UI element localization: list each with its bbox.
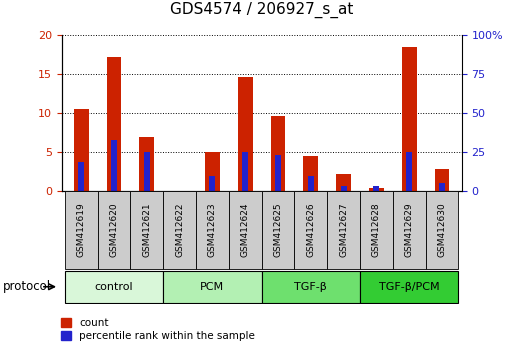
- Bar: [308, 176, 314, 191]
- FancyBboxPatch shape: [262, 191, 294, 269]
- Bar: [144, 152, 150, 191]
- FancyBboxPatch shape: [97, 191, 130, 269]
- Text: GSM412626: GSM412626: [306, 203, 315, 257]
- Bar: [238, 77, 252, 191]
- Text: GSM412624: GSM412624: [241, 203, 250, 257]
- Bar: [78, 161, 84, 191]
- Bar: [275, 155, 281, 191]
- FancyBboxPatch shape: [327, 191, 360, 269]
- FancyBboxPatch shape: [163, 271, 262, 303]
- Bar: [107, 57, 122, 191]
- FancyBboxPatch shape: [229, 191, 262, 269]
- Bar: [74, 109, 89, 191]
- FancyBboxPatch shape: [130, 191, 163, 269]
- Bar: [205, 152, 220, 191]
- Text: GSM412625: GSM412625: [273, 203, 283, 257]
- Bar: [304, 156, 318, 191]
- Text: control: control: [95, 282, 133, 292]
- FancyBboxPatch shape: [426, 191, 459, 269]
- Bar: [341, 187, 347, 191]
- Bar: [402, 47, 417, 191]
- Legend: count, percentile rank within the sample: count, percentile rank within the sample: [56, 314, 260, 345]
- Bar: [111, 140, 117, 191]
- Bar: [439, 183, 445, 191]
- Bar: [209, 176, 215, 191]
- Bar: [406, 152, 412, 191]
- Bar: [271, 116, 285, 191]
- FancyBboxPatch shape: [393, 191, 426, 269]
- Text: TGF-β: TGF-β: [294, 282, 327, 292]
- Text: GSM412628: GSM412628: [372, 203, 381, 257]
- Bar: [435, 169, 449, 191]
- FancyBboxPatch shape: [196, 191, 229, 269]
- FancyBboxPatch shape: [294, 191, 327, 269]
- Text: GSM412629: GSM412629: [405, 203, 413, 257]
- FancyBboxPatch shape: [360, 271, 459, 303]
- Bar: [369, 188, 384, 191]
- Text: PCM: PCM: [201, 282, 225, 292]
- Bar: [336, 174, 351, 191]
- Text: GSM412623: GSM412623: [208, 203, 217, 257]
- Text: GSM412630: GSM412630: [438, 203, 446, 257]
- FancyBboxPatch shape: [65, 191, 97, 269]
- Bar: [140, 137, 154, 191]
- Text: GSM412622: GSM412622: [175, 203, 184, 257]
- Text: GSM412619: GSM412619: [77, 203, 86, 257]
- FancyBboxPatch shape: [262, 271, 360, 303]
- FancyBboxPatch shape: [65, 271, 163, 303]
- FancyBboxPatch shape: [360, 191, 393, 269]
- Text: protocol: protocol: [3, 280, 51, 293]
- FancyBboxPatch shape: [163, 191, 196, 269]
- Text: GDS4574 / 206927_s_at: GDS4574 / 206927_s_at: [170, 1, 353, 18]
- Text: TGF-β/PCM: TGF-β/PCM: [379, 282, 440, 292]
- Text: GSM412621: GSM412621: [142, 203, 151, 257]
- Text: GSM412620: GSM412620: [110, 203, 119, 257]
- Bar: [373, 187, 380, 191]
- Text: GSM412627: GSM412627: [339, 203, 348, 257]
- Bar: [242, 152, 248, 191]
